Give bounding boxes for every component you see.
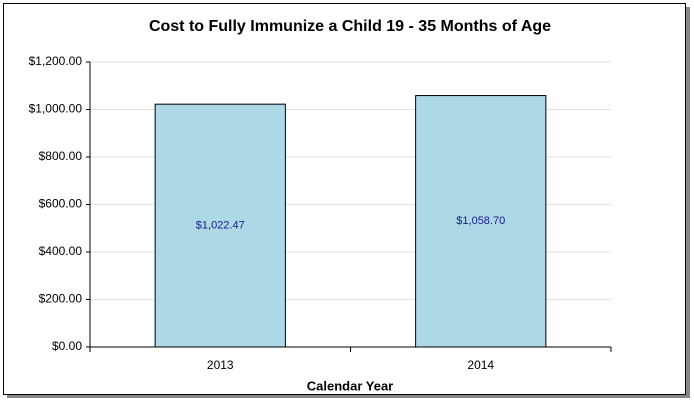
data-label: $1,022.47 — [196, 219, 245, 231]
chart-title: Cost to Fully Immunize a Child 19 - 35 M… — [149, 18, 551, 35]
bar — [415, 95, 547, 348]
y-tick-label: $0.00 — [52, 339, 82, 353]
y-tick-label: $800.00 — [39, 149, 83, 163]
y-tick-label: $600.00 — [39, 197, 83, 211]
y-tick-label: $1,000.00 — [29, 102, 83, 116]
x-tick-label: 2014 — [467, 358, 494, 372]
x-tick-label: 2013 — [207, 358, 234, 372]
frame — [3, 3, 686, 395]
y-tick-label: $200.00 — [39, 292, 83, 306]
bar — [154, 103, 286, 348]
y-tick-label: $400.00 — [39, 244, 83, 258]
x-axis-label: Calendar Year — [307, 378, 393, 393]
data-label: $1,058.70 — [456, 215, 505, 227]
y-tick-label: $1,200.00 — [29, 54, 83, 68]
